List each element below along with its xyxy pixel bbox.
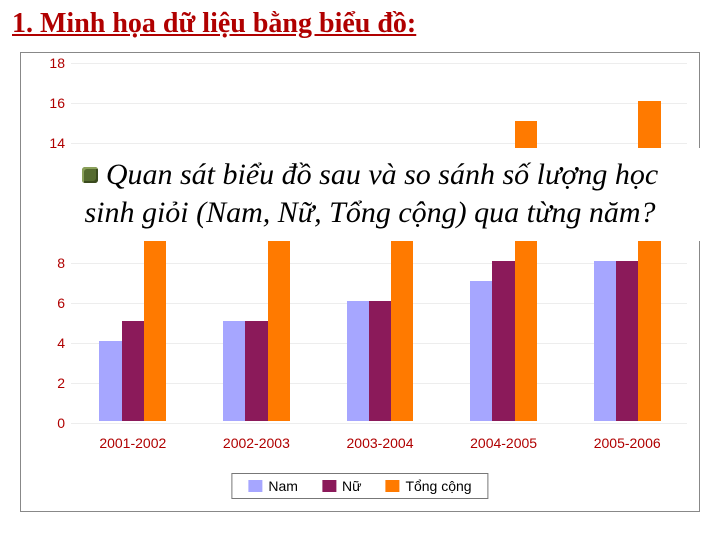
legend-swatch [322,480,336,492]
bar [268,221,290,421]
legend-item: Nữ [322,478,361,494]
chart-container: 0246810121416182001-20022002-20032003-20… [20,52,700,512]
y-tick-label: 2 [57,375,65,391]
section-title: 1. Minh họa dữ liệu bằng biểu đồ: [12,8,708,40]
x-tick-label: 2004-2005 [470,435,537,451]
gridline [71,103,687,104]
legend: Nam Nữ Tổng cộng [231,473,488,499]
x-tick-label: 2005-2006 [594,435,661,451]
y-tick-label: 8 [57,255,65,271]
bullet-icon [82,167,98,183]
y-tick-label: 16 [49,95,65,111]
legend-label: Nữ [342,478,361,494]
gridline [71,63,687,64]
bar [594,261,616,421]
question-text: Quan sát biểu đồ sau và so sánh số lượng… [84,158,658,229]
y-tick-label: 18 [49,55,65,71]
x-tick-label: 2001-2002 [99,435,166,451]
legend-swatch [385,480,399,492]
bar [122,321,144,421]
bar [616,261,638,421]
legend-label: Nam [268,478,298,494]
x-tick-label: 2003-2004 [347,435,414,451]
gridline [71,423,687,424]
bar [223,321,245,421]
bar [369,301,391,421]
bar [492,261,514,421]
x-tick-label: 2002-2003 [223,435,290,451]
bar [144,241,166,421]
y-tick-label: 4 [57,335,65,351]
legend-swatch [248,480,262,492]
bar [470,281,492,421]
y-tick-label: 6 [57,295,65,311]
gridline [71,143,687,144]
legend-label: Tổng cộng [405,478,471,494]
y-tick-label: 0 [57,415,65,431]
bar [99,341,121,421]
bar [347,301,369,421]
question-overlay: Quan sát biểu đồ sau và so sánh số lượng… [40,148,700,241]
legend-item: Nam [248,478,298,494]
legend-item: Tổng cộng [385,478,471,494]
plot-area: 0246810121416182001-20022002-20032003-20… [71,63,687,421]
bar [245,321,267,421]
